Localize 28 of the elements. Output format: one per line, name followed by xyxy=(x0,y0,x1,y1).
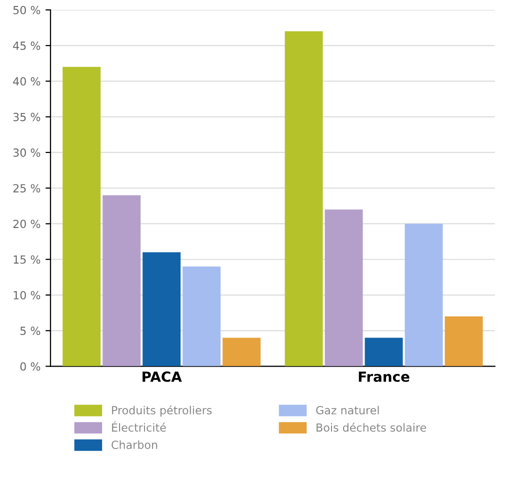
y-tick-label: 50 % xyxy=(13,6,40,14)
legend-label: Charbon xyxy=(112,440,158,450)
y-tick-label: 20 % xyxy=(13,220,40,228)
bar xyxy=(444,316,483,366)
bar xyxy=(142,252,181,366)
legend-label: Gaz naturel xyxy=(316,406,379,414)
bar xyxy=(324,209,363,366)
legend-label: Produits pétroliers xyxy=(112,405,212,417)
bar xyxy=(284,31,323,366)
bar xyxy=(102,195,141,366)
y-tick-label: 0 % xyxy=(20,362,40,371)
y-tick-label: 30 % xyxy=(13,148,40,157)
y-tick-label: 40 % xyxy=(13,77,40,86)
y-tick-label: 45 % xyxy=(13,42,40,50)
y-tick-label: 15 % xyxy=(14,255,40,264)
legend-label: Bois déchets solaire xyxy=(316,422,426,432)
bar xyxy=(404,224,443,366)
x-tick-label: France xyxy=(358,372,410,382)
bar xyxy=(62,66,101,366)
bar xyxy=(182,266,221,366)
x-tick-label: PACA xyxy=(142,371,182,382)
bar xyxy=(364,338,403,366)
y-tick-label: 25 % xyxy=(13,184,40,192)
y-tick-label: 35 % xyxy=(13,112,40,122)
y-tick-label: 10 % xyxy=(14,290,40,300)
bar xyxy=(222,338,261,366)
y-tick-label: 5 % xyxy=(20,326,40,336)
legend-label: Électricité xyxy=(112,421,166,432)
